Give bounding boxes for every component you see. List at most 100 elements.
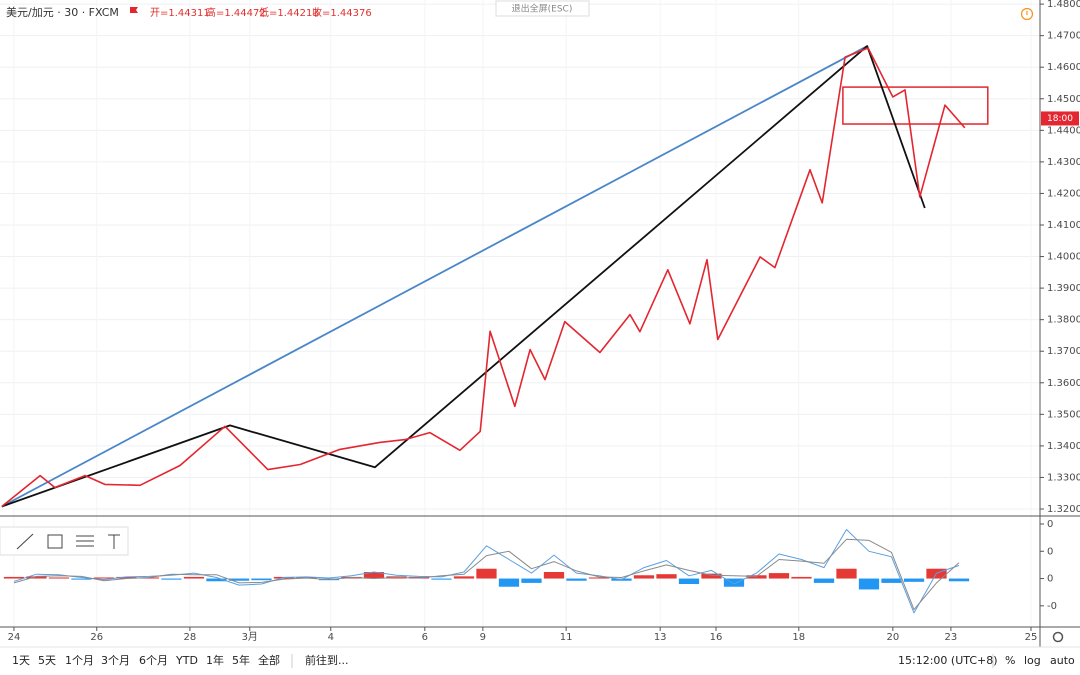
x-tick-label: 18 xyxy=(792,632,805,643)
scale-option[interactable]: auto xyxy=(1050,654,1075,667)
histogram-bar xyxy=(948,578,970,582)
y-tick-label: 0 xyxy=(1047,519,1053,530)
price-line xyxy=(1,45,868,508)
histogram-bar xyxy=(251,578,272,581)
range-button[interactable]: 1年 xyxy=(206,653,224,667)
histogram-bar xyxy=(588,577,610,579)
goto-button[interactable]: 前往到... xyxy=(305,653,349,667)
ohlc-high: 高=1.44472 xyxy=(206,6,266,19)
y-tick-label: 1.35000 xyxy=(1047,409,1080,420)
data-layer: 18:00 xyxy=(1,45,1079,614)
histogram-bar xyxy=(521,578,542,583)
histogram-bar xyxy=(656,574,677,579)
histogram-bar xyxy=(3,576,25,579)
y-tick-label: 1.43000 xyxy=(1047,157,1080,168)
exit-fullscreen-label[interactable]: 退出全屏(ESC) xyxy=(512,3,573,15)
y-tick-label: 1.45000 xyxy=(1047,94,1080,105)
range-button[interactable]: 1个月 xyxy=(65,654,94,667)
histogram-bar xyxy=(453,576,475,579)
y-tick-label: 1.32000 xyxy=(1047,504,1080,515)
ohlc-open: 开=1.44311 xyxy=(150,8,210,19)
line-tool[interactable] xyxy=(16,533,34,550)
range-button[interactable]: 6个月 xyxy=(139,654,168,667)
x-tick-label: 11 xyxy=(560,632,573,643)
histogram-bar xyxy=(476,568,497,579)
y-tick-label: 1.48000 xyxy=(1047,0,1080,10)
y-tick-label: 1.42000 xyxy=(1047,188,1080,199)
histogram-bar xyxy=(183,576,205,579)
x-tick-label: 9 xyxy=(480,632,486,643)
x-tick-label: 25 xyxy=(1025,632,1038,643)
ohlc-close: 收=1.44376 xyxy=(312,6,372,19)
macd-line xyxy=(13,538,960,611)
histogram-bar xyxy=(791,576,812,579)
histogram-bar xyxy=(836,568,857,579)
histogram-bar xyxy=(566,578,587,581)
y-tick-label: 1.36000 xyxy=(1047,378,1080,389)
range-button[interactable]: 3个月 xyxy=(101,654,130,667)
histogram-bar xyxy=(206,578,227,582)
last-price-tag xyxy=(1041,111,1079,126)
x-tick-label: 23 xyxy=(945,632,958,643)
histogram-bar xyxy=(813,578,835,583)
price-line xyxy=(1,47,966,508)
x-tick-label: 3月 xyxy=(242,631,258,643)
x-tick-label: 6 xyxy=(422,632,428,643)
y-tick-label: 1.47000 xyxy=(1047,31,1080,42)
scale-option[interactable]: log xyxy=(1024,654,1041,667)
drawing-toolbar xyxy=(0,526,129,556)
range-button[interactable]: 全部 xyxy=(258,653,280,667)
histogram-bar xyxy=(498,578,520,587)
x-tick-label: 20 xyxy=(886,632,899,643)
histogram-bar xyxy=(48,577,70,579)
histogram-bar xyxy=(881,578,902,583)
exit-fullscreen-button[interactable] xyxy=(495,0,590,17)
rect-tool[interactable] xyxy=(47,534,63,549)
range-box xyxy=(842,86,989,125)
x-tick-label: 26 xyxy=(90,632,103,643)
price-line xyxy=(1,45,926,508)
histogram-bar xyxy=(768,573,790,579)
x-tick-label: 4 xyxy=(328,632,334,643)
y-tick-label: 1.41000 xyxy=(1047,220,1080,231)
histogram-bar xyxy=(858,578,880,590)
histogram-bar xyxy=(431,578,452,580)
range-button[interactable]: 1天 xyxy=(12,654,30,667)
y-tick-label: 0 xyxy=(1047,546,1053,557)
x-tick-label: 13 xyxy=(654,632,667,643)
y-tick-label: 0 xyxy=(1047,574,1053,585)
histogram-bar xyxy=(26,576,47,579)
histogram-bar xyxy=(701,573,722,579)
histogram-bar xyxy=(93,577,115,579)
x-tick-label: 16 xyxy=(710,632,723,643)
range-button[interactable]: 5年 xyxy=(232,653,250,667)
histogram-bar xyxy=(723,578,745,587)
warning-icon[interactable] xyxy=(1020,7,1034,21)
flag-icon xyxy=(130,7,138,13)
y-tick-label: 1.33000 xyxy=(1047,472,1080,483)
fib-tool[interactable] xyxy=(76,535,94,547)
histogram-bar xyxy=(633,575,655,579)
y-tick-label: 1.44000 xyxy=(1047,125,1080,136)
histogram-bar xyxy=(116,576,137,579)
histogram-bar xyxy=(228,578,250,581)
ohlc-low: 低=1.44213 xyxy=(259,6,319,19)
y-tick-label: 1.46000 xyxy=(1047,62,1080,73)
histogram-bar xyxy=(363,572,385,579)
text-tool[interactable] xyxy=(108,534,120,549)
range-button[interactable]: YTD xyxy=(175,654,198,667)
settings-icon[interactable] xyxy=(1052,631,1064,643)
y-tick-label: 1.40000 xyxy=(1047,252,1080,263)
y-tick-label: 1.37000 xyxy=(1047,346,1080,357)
scale-option[interactable]: % xyxy=(1005,654,1015,667)
y-tick-label: 1.34000 xyxy=(1047,441,1080,452)
range-button[interactable]: 5天 xyxy=(38,654,56,667)
histogram-bar xyxy=(746,575,767,579)
y-tick-label: 1.38000 xyxy=(1047,315,1080,326)
last-price-label: 18:00 xyxy=(1047,114,1073,124)
clock: 15:12:00 (UTC+8) xyxy=(898,654,998,667)
y-tick-label: 1.39000 xyxy=(1047,283,1080,294)
y-tick-label: -0 xyxy=(1047,601,1057,612)
bottom-bar: 1天 5天 1个月 3个月 6个月 YTD 1年 5年 全部 前往到... 15:12:00 (UT… xyxy=(12,653,1075,668)
